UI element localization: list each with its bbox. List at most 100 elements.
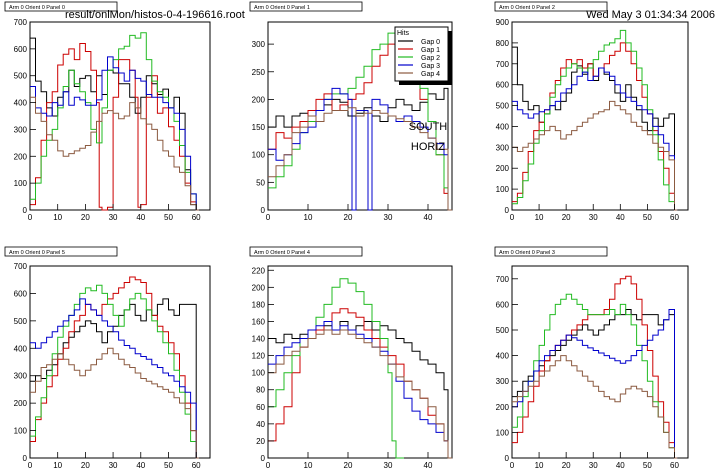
y-tick-label: 600 [496, 300, 510, 309]
x-tick-label: 0 [510, 461, 515, 469]
y-tick-label: 250 [252, 68, 266, 77]
x-tick-label: 30 [589, 213, 598, 222]
y-tick-label: 300 [252, 40, 266, 49]
y-tick-label: 300 [14, 372, 28, 381]
panel-title-box [4, 246, 118, 257]
x-tick-label: 40 [424, 213, 433, 222]
y-tick-label: 200 [496, 164, 510, 173]
x-tick-label: 60 [670, 213, 679, 222]
x-tick-label: 40 [136, 213, 145, 222]
file-label: result/onlMon/histos-0-4-196616.root [65, 9, 245, 21]
y-tick-label: 160 [252, 317, 266, 326]
y-tick-label: 80 [256, 386, 265, 395]
x-tick-label: 0 [28, 461, 33, 469]
y-tick-label: 900 [496, 18, 510, 27]
panel-title: Arm 0 Orient 0 Panel 4 [254, 250, 310, 256]
x-tick-label: 50 [643, 461, 652, 469]
series-line [30, 347, 199, 459]
series-line [30, 96, 199, 211]
y-tick-label: 150 [252, 123, 266, 132]
y-tick-label: 600 [14, 45, 28, 54]
y-tick-label: 200 [14, 152, 28, 161]
panel-title-box [4, 1, 118, 12]
series-line [268, 278, 404, 459]
y-tick-label: 100 [252, 369, 266, 378]
plot-frame [267, 21, 453, 211]
x-tick-label: 0 [266, 461, 271, 469]
chart-panel-0: Arm 0 Orient 0 Panel 00 10 20 30 40 50 6001002… [4, 1, 211, 222]
x-tick-label: 30 [109, 213, 118, 222]
x-tick-label: 40 [424, 461, 433, 469]
legend-entry: Gap 2 [421, 55, 440, 62]
panel-title: Arm 0 Orient 0 Panel 1 [254, 5, 310, 11]
y-tick-label: 20 [256, 437, 265, 446]
x-tick-label: 10 [53, 461, 62, 469]
series-line [512, 355, 678, 459]
y-tick-label: 60 [256, 403, 265, 412]
overlay-line2: HORIZ [411, 141, 446, 153]
plot-frame [511, 265, 689, 459]
x-tick-label: 20 [344, 213, 353, 222]
plot-frame [267, 265, 453, 459]
x-tick-label: 30 [589, 461, 598, 469]
y-tick-label: 100 [14, 427, 28, 436]
series-line [30, 276, 199, 459]
chart-panel-5: Arm 0 Orient 0 Panel 30 10 20 30 40 50 6001002… [494, 246, 689, 469]
x-tick-label: 60 [670, 461, 679, 469]
x-tick-label: 60 [192, 213, 201, 222]
y-tick-label: 180 [252, 300, 266, 309]
x-tick-label: 50 [164, 213, 173, 222]
series-line [30, 284, 199, 459]
series-line [30, 298, 199, 459]
y-tick-label: 600 [496, 81, 510, 90]
x-tick-label: 20 [81, 461, 90, 469]
series-line [268, 321, 452, 459]
series-line [512, 275, 678, 459]
y-tick-label: 200 [252, 283, 266, 292]
y-tick-label: 500 [14, 72, 28, 81]
x-tick-label: 30 [384, 213, 393, 222]
y-tick-label: 700 [496, 275, 510, 284]
series-line [30, 56, 199, 211]
panel-title-box [494, 246, 608, 257]
x-tick-label: 30 [109, 461, 118, 469]
x-tick-label: 10 [535, 213, 544, 222]
series-line [268, 107, 452, 211]
y-tick-label: 400 [14, 99, 28, 108]
chart-panel-3: Arm 0 Orient 0 Panel 50 10 20 30 40 50 6001002… [4, 246, 211, 469]
x-tick-label: 50 [164, 461, 173, 469]
x-tick-label: 10 [53, 213, 62, 222]
y-tick-label: 100 [496, 185, 510, 194]
x-tick-label: 40 [136, 461, 145, 469]
y-tick-label: 100 [14, 179, 28, 188]
y-tick-label: 500 [496, 326, 510, 335]
series-line [512, 293, 678, 459]
series-line [268, 321, 452, 459]
y-tick-label: 200 [14, 399, 28, 408]
x-tick-label: 20 [344, 461, 353, 469]
series-line [30, 32, 199, 211]
y-tick-label: 0 [261, 454, 266, 463]
x-tick-label: 10 [304, 213, 313, 222]
series-line [30, 37, 199, 211]
x-tick-label: 20 [562, 213, 571, 222]
chart-panel-1: Arm 0 Orient 0 Panel 1 0 10 20 30 40 0 50 100 150… [249, 1, 453, 222]
legend-box [394, 26, 449, 82]
y-tick-label: 200 [496, 403, 510, 412]
series-line [30, 43, 199, 211]
x-tick-label: 0 [266, 213, 271, 222]
chart-panel-2: Arm 0 Orient 0 Panel 20 10 20 30 40 50 6001002… [494, 1, 689, 222]
y-tick-label: 400 [496, 122, 510, 131]
overlay-line1: SOUTH [409, 121, 448, 133]
legend-entry: Gap 4 [421, 71, 440, 78]
y-tick-label: 100 [252, 151, 266, 160]
panel-title-box [249, 246, 363, 257]
legend-title: Hits [397, 30, 410, 37]
x-tick-label: 20 [81, 213, 90, 222]
y-tick-label: 300 [14, 125, 28, 134]
y-tick-label: 40 [256, 420, 265, 429]
y-tick-label: 0 [23, 206, 28, 215]
x-tick-label: 40 [616, 461, 625, 469]
